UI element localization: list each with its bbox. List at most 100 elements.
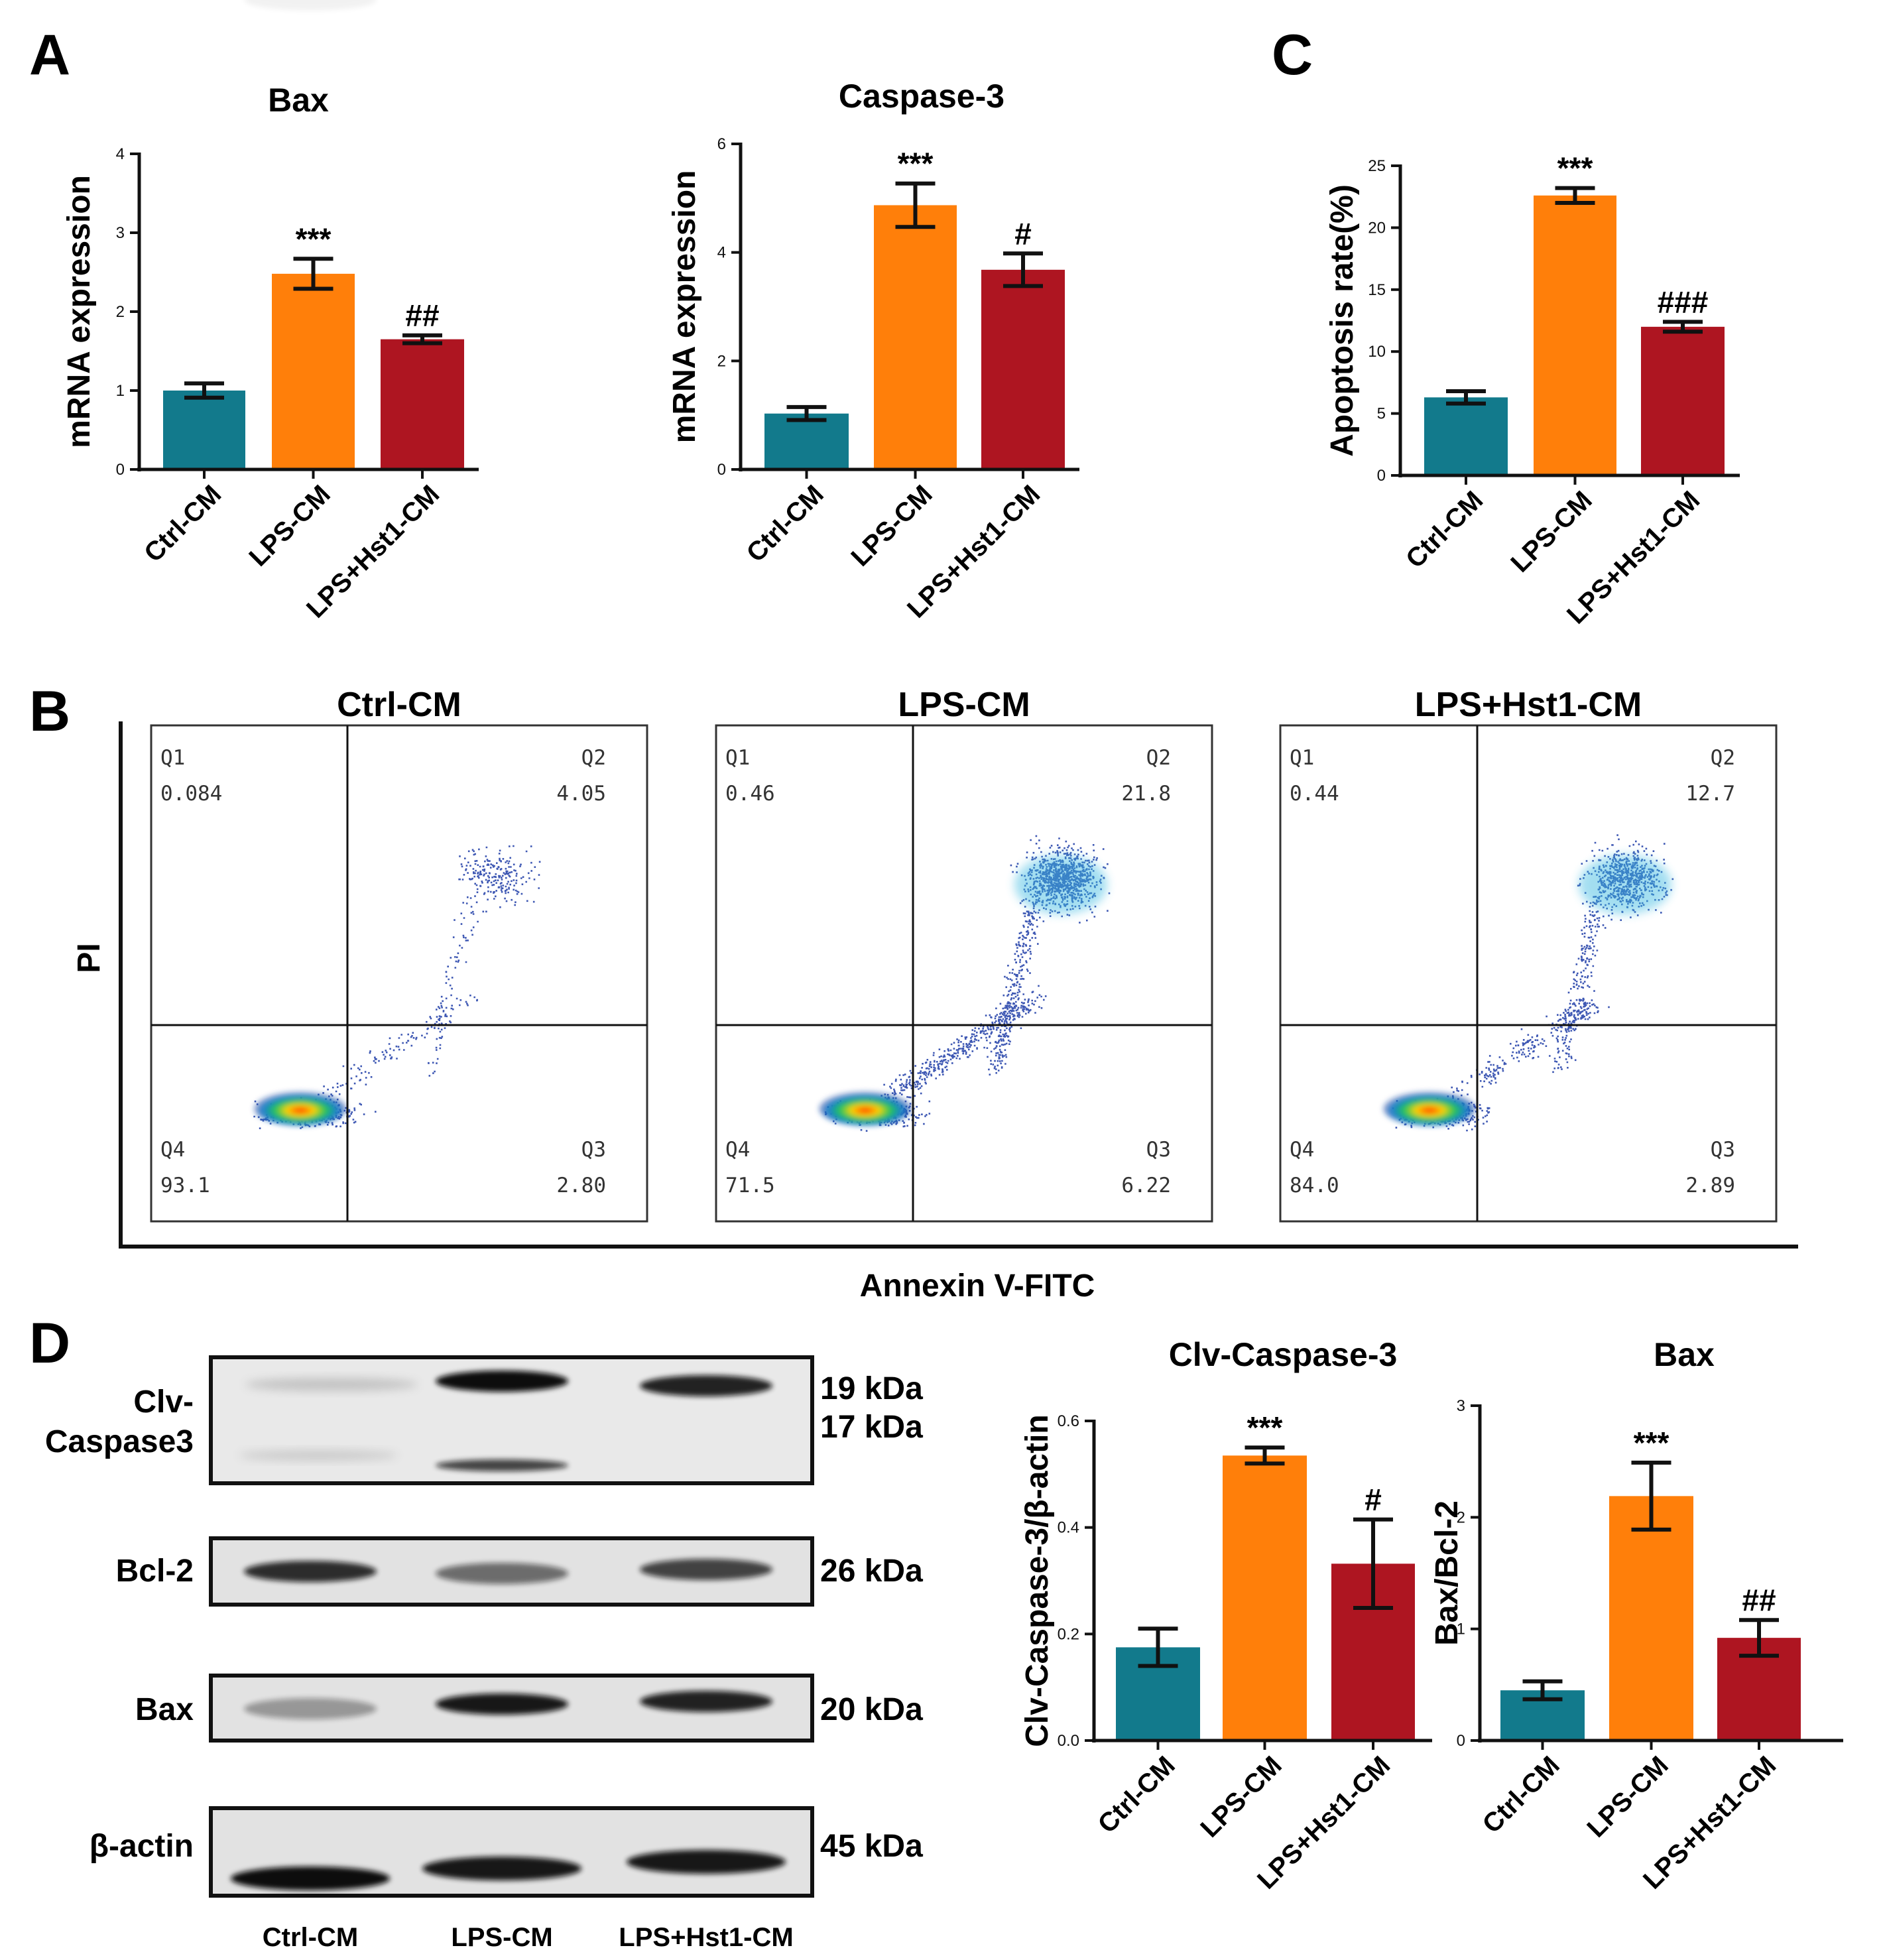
- apoptosis-error-bar-1: [1446, 389, 1486, 406]
- flow-quadrant-value: 93.1: [160, 1174, 210, 1197]
- flow-quadrant-value: 12.7: [1685, 782, 1735, 806]
- bax-mrna-bar-1: [163, 391, 245, 469]
- clv-caspase3-y-label: Clv-Caspase-3/β-actin: [1020, 1414, 1055, 1746]
- blot-band: [436, 1371, 568, 1392]
- bax-mrna-error-bar-1: [184, 381, 224, 400]
- flow-quadrant-name: Q3: [581, 1138, 606, 1162]
- apoptosis-ytick-label: 20: [1368, 219, 1386, 237]
- chart-caspase3-mrna: Caspase-3 mRNA expression Ctrl-CM *** LPS-CM…: [667, 78, 1079, 624]
- bax-mrna-category-2: LPS-CM: [243, 479, 336, 572]
- flow-quadrant-value: 0.44: [1290, 782, 1339, 806]
- blot-protein-name: Bcl-2: [116, 1554, 194, 1589]
- blot-row-2: Bcl-2 26 kDa: [116, 1536, 923, 1607]
- caspase3-mrna-ytick-label: 2: [717, 352, 726, 370]
- caspase3-mrna-ytick-label: 6: [717, 135, 726, 153]
- flow-quadrant-name: Q2: [581, 746, 606, 770]
- clv-caspase3-ytick-label: 0.2: [1058, 1625, 1079, 1643]
- clv-caspase3-error-bar-2: [1245, 1445, 1285, 1466]
- blot-row-1: Clv- Caspase3 19 kDa 17 kDa: [45, 0, 923, 1485]
- flow-quadrant-name: Q4: [160, 1138, 185, 1162]
- clv-caspase3-category-1: Ctrl-CM: [1093, 1750, 1181, 1839]
- blot-band: [244, 1698, 377, 1719]
- apoptosis-bar-1: [1424, 397, 1508, 475]
- apoptosis-significance-2: ***: [1557, 151, 1593, 186]
- bax-mrna-title: Bax: [268, 82, 329, 119]
- flow-quadrant-value: 84.0: [1290, 1174, 1339, 1197]
- flow-quadrant-name: Q3: [1146, 1138, 1171, 1162]
- bax-mrna-bar-2: [272, 273, 355, 469]
- flow-quadrant-name: Q1: [1290, 746, 1314, 770]
- apoptosis-error-bar-3: [1663, 320, 1703, 334]
- flow-quadrant-name: Q2: [1146, 746, 1171, 770]
- clv-caspase3-error-bar-1: [1138, 1626, 1178, 1668]
- apoptosis-bar-3: [1641, 326, 1725, 475]
- bax-bcl2-significance-2: ***: [1634, 1426, 1670, 1460]
- flow-density-core: [254, 1091, 347, 1126]
- flow-x-label: Annexin V-FITC: [860, 1268, 1095, 1304]
- caspase3-mrna-y-label: mRNA expression: [667, 170, 702, 444]
- blot-protein-name: Clv-: [133, 1384, 194, 1420]
- caspase3-mrna-significance-3: #: [1014, 216, 1032, 251]
- caspase3-mrna-error-bar-1: [786, 404, 827, 422]
- clv-caspase3-title: Clv-Caspase-3: [1169, 1336, 1398, 1373]
- clv-caspase3-error-bar-3: [1353, 1517, 1393, 1610]
- blot-kda-label: 17 kDa: [820, 1410, 923, 1445]
- flow-plot-title: LPS+Hst1-CM: [1415, 686, 1642, 724]
- apoptosis-ytick-label: 25: [1368, 157, 1386, 175]
- clv-caspase3-significance-3: #: [1365, 1483, 1382, 1517]
- flow-quadrant-name: Q4: [1290, 1138, 1314, 1162]
- flow-quadrant-name: Q1: [160, 746, 185, 770]
- bax-bcl2-error-bar-2: [1631, 1460, 1671, 1532]
- flow-quadrant-name: Q2: [1711, 746, 1735, 770]
- bax-mrna-ytick-label: 3: [116, 224, 125, 242]
- panel-letter-d: D: [29, 1312, 70, 1375]
- chart-apoptosis-rate: Apoptosis rate(%)Ctrl-CM***LPS-CM###LPS+…: [1325, 151, 1740, 630]
- flow-quadrant-value: 4.05: [556, 782, 606, 806]
- flow-density-core: [1383, 1091, 1476, 1126]
- blot-protein-name: β-actin: [90, 1829, 194, 1864]
- apoptosis-error-bar-2: [1555, 186, 1595, 206]
- caspase3-mrna-bar-1: [764, 413, 849, 469]
- blot-band: [436, 1693, 568, 1715]
- apoptosis-ytick-label: 15: [1368, 281, 1386, 299]
- flow-quadrant-value: 2.80: [556, 1174, 606, 1197]
- bax-mrna-category-1: Ctrl-CM: [139, 479, 227, 568]
- bax-mrna-bar-3: [381, 339, 464, 469]
- bax-bcl2-ytick-label: 1: [1457, 1621, 1465, 1638]
- bax-mrna-ytick-label: 4: [116, 145, 125, 163]
- blot-protein-name: Bax: [135, 1692, 194, 1727]
- bax-mrna-error-bar-2: [293, 257, 334, 291]
- flow-plot-frame: [1279, 724, 1778, 1223]
- flow-density-upper: [1014, 855, 1107, 914]
- bax-mrna-error-bar-3: [402, 333, 442, 345]
- bax-mrna-significance-2: ***: [296, 221, 332, 256]
- flow-cytometry-panel: PI Annexin V-FITC Ctrl-CM Q1 0.084 Q2 4.05 Q4…: [72, 686, 1798, 1304]
- flow-y-label: PI: [72, 943, 107, 973]
- clv-caspase3-bar-2: [1223, 1455, 1307, 1741]
- bax-bcl2-error-bar-3: [1739, 1618, 1779, 1658]
- blot-kda-label: 19 kDa: [820, 1371, 923, 1406]
- flow-quadrant-value: 0.084: [160, 782, 222, 806]
- blot-lane-label-1: Ctrl-CM: [263, 1923, 358, 1952]
- flow-quadrant-name: Q4: [725, 1138, 750, 1162]
- blot-row-4: β-actin 45 kDa: [90, 1806, 923, 1898]
- bax-mrna-y-label: mRNA expression: [62, 175, 97, 448]
- caspase3-mrna-error-bar-2: [895, 181, 936, 229]
- blot-kda-label: 26 kDa: [820, 1554, 923, 1589]
- clv-caspase3-ytick-label: 0.0: [1058, 1732, 1079, 1750]
- apoptosis-bar-2: [1534, 195, 1616, 475]
- blot-band: [436, 1563, 568, 1584]
- blot-band: [422, 1857, 581, 1880]
- blot-band: [244, 1561, 377, 1582]
- blot-band: [436, 1459, 568, 1471]
- caspase3-mrna-bar-3: [981, 269, 1065, 469]
- bax-bcl2-error-bar-1: [1522, 1679, 1563, 1701]
- flow-quadrant-value: 0.46: [725, 782, 775, 806]
- apoptosis-category-2: LPS-CM: [1505, 485, 1598, 578]
- clv-caspase3-ytick-label: 0.6: [1058, 1412, 1079, 1430]
- flow-quadrant-value: 21.8: [1121, 782, 1171, 806]
- apoptosis-ytick-label: 10: [1368, 343, 1386, 361]
- caspase3-mrna-bar-2: [874, 205, 957, 469]
